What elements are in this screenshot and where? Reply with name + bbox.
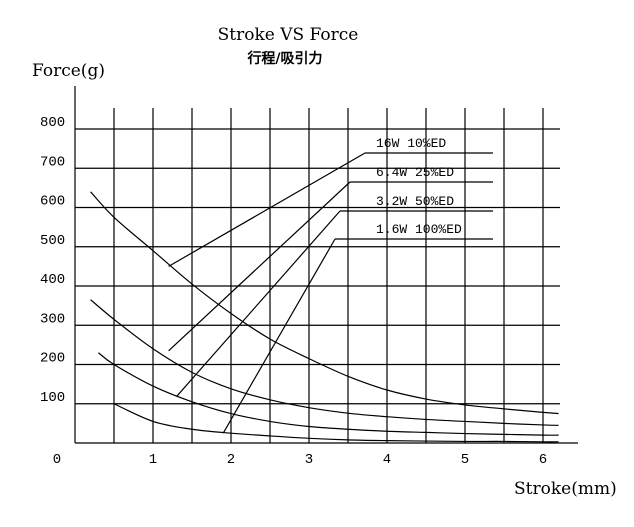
tick-labels: 100 200 300 400 500 600 700 800 0 1 2 3 4 5 6 bbox=[40, 115, 547, 468]
x-tick-label: 2 bbox=[227, 452, 235, 468]
series-leader-line bbox=[168, 152, 366, 267]
x-tick-label: 4 bbox=[383, 452, 391, 468]
series-line bbox=[98, 352, 559, 436]
x-tick-label: 6 bbox=[539, 452, 547, 468]
y-tick-label: 700 bbox=[40, 154, 65, 170]
series-label: 1.6W 100%ED bbox=[376, 222, 462, 237]
y-tick-label: 200 bbox=[40, 351, 65, 367]
y-tick-label: 100 bbox=[40, 390, 65, 406]
series-leader-line bbox=[175, 210, 341, 398]
series-label: 16W 10%ED bbox=[376, 136, 446, 151]
series-line bbox=[90, 191, 559, 415]
chart-title: Stroke VS Force bbox=[218, 25, 359, 45]
y-tick-label: 500 bbox=[40, 233, 65, 249]
series-curves bbox=[90, 191, 559, 443]
y-tick-label: 400 bbox=[40, 272, 65, 288]
x-tick-label: 3 bbox=[305, 452, 313, 468]
x-tick-label: 1 bbox=[149, 452, 157, 468]
y-tick-label: 300 bbox=[40, 311, 65, 327]
grid bbox=[74, 86, 578, 444]
x-tick-label: 5 bbox=[461, 452, 469, 468]
series-line bbox=[90, 299, 559, 426]
y-tick-label: 800 bbox=[40, 115, 65, 131]
chart-subtitle: 行程/吸引力 bbox=[246, 50, 322, 67]
series-leader-line bbox=[168, 181, 351, 352]
x-tick-label: 0 bbox=[53, 452, 61, 468]
y-tick-label: 600 bbox=[40, 194, 65, 210]
y-axis-label: Force(g) bbox=[32, 61, 105, 81]
series-label: 6.4W 25%ED bbox=[376, 165, 454, 180]
x-axis-label: Stroke(mm) bbox=[514, 479, 617, 499]
series-label: 3.2W 50%ED bbox=[376, 194, 454, 209]
series-line bbox=[113, 403, 559, 443]
series-labels: 16W 10%ED 6.4W 25%ED 3.2W 50%ED 1.6W 100%ED bbox=[168, 136, 493, 434]
series-leader-line bbox=[222, 238, 336, 434]
